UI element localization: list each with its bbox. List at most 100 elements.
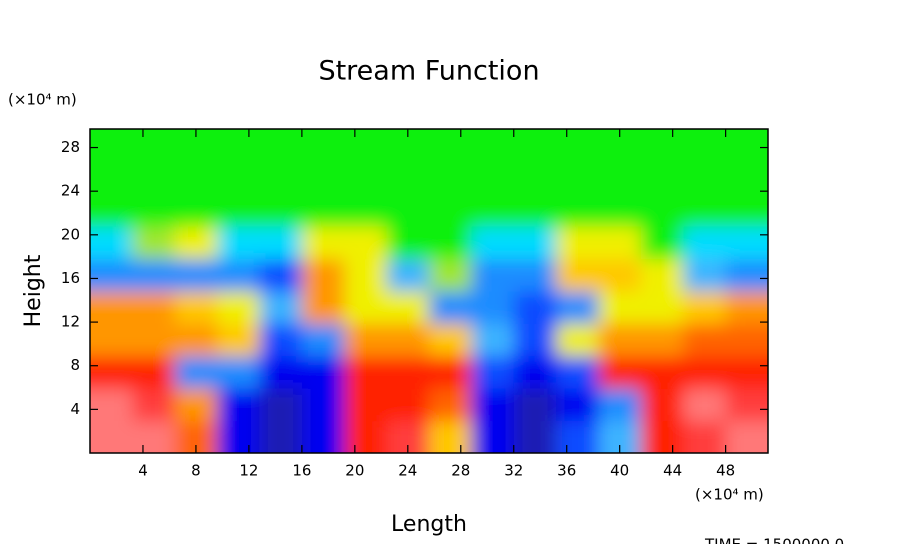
contour-cell: [640, 161, 684, 195]
contour-cell: [301, 420, 345, 453]
contour-cell: [640, 258, 684, 292]
contour-cell: [344, 161, 388, 195]
contour-cell: [513, 388, 557, 422]
contour-cell: [174, 161, 218, 195]
cells: [90, 129, 768, 453]
contour-cell: [217, 258, 260, 292]
y-tick-label: 8: [70, 356, 80, 374]
contour-cell: [471, 355, 515, 389]
contour-cell: [259, 291, 303, 324]
contour-cell: [598, 355, 642, 389]
contour-cell: [429, 193, 472, 227]
contour-cell: [556, 193, 599, 227]
contour-cell: [386, 388, 430, 422]
contour-cell: [217, 323, 260, 357]
contour-cell: [556, 226, 599, 260]
contour-cell: [513, 226, 557, 260]
contour-cell: [429, 226, 472, 260]
contour-cell: [259, 323, 303, 357]
y-tick-label: 20: [61, 225, 80, 243]
contour-cell: [259, 226, 303, 260]
y-tick-label: 12: [61, 313, 80, 331]
contour-cell: [386, 193, 430, 227]
contour-cell: [429, 420, 472, 453]
contour-cell: [386, 161, 430, 195]
contour-cell: [344, 193, 388, 227]
y-tick-label: 4: [70, 400, 80, 418]
contour-cell: [429, 129, 472, 162]
contour-cell: [132, 193, 176, 227]
contour-cell: [513, 161, 557, 195]
contour-cell: [429, 161, 472, 195]
contour-cell: [725, 388, 768, 422]
contour-cell: [90, 291, 133, 324]
contour-cell: [471, 129, 515, 162]
contour-cell: [174, 193, 218, 227]
contour-cell: [259, 355, 303, 389]
contour-cell: [90, 129, 133, 162]
contour-cell: [725, 258, 768, 292]
contour-cell: [513, 258, 557, 292]
contour-cell: [132, 161, 176, 195]
y-tick-label: 28: [61, 138, 80, 156]
x-unit: (×10⁴ m): [695, 486, 764, 504]
contour-cell: [640, 291, 684, 324]
contour-cell: [386, 226, 430, 260]
x-tick-label: 8: [191, 462, 201, 480]
contour-cell: [683, 161, 727, 195]
x-tick-label: 28: [451, 462, 470, 480]
contour-cell: [471, 420, 515, 453]
contour-cell: [344, 291, 388, 324]
contour-cell: [725, 355, 768, 389]
y-axis-label: Height: [21, 254, 46, 327]
contour-cell: [556, 323, 599, 357]
contour-cell: [259, 258, 303, 292]
y-tick-label: 16: [61, 269, 80, 287]
contour-cell: [640, 420, 684, 453]
contour-cell: [132, 388, 176, 422]
contour-cell: [598, 226, 642, 260]
contour-cell: [301, 291, 345, 324]
contour-cell: [598, 258, 642, 292]
x-tick-label: 24: [398, 462, 417, 480]
contour-cell: [174, 258, 218, 292]
contour-cell: [556, 420, 599, 453]
contour-cell: [640, 323, 684, 357]
contour-cell: [556, 161, 599, 195]
contour-cell: [556, 388, 599, 422]
contour-cell: [640, 129, 684, 162]
contour-cell: [725, 291, 768, 324]
contour-cell: [259, 161, 303, 195]
contour-cell: [725, 420, 768, 453]
x-tick-label: 36: [557, 462, 576, 480]
contour-cell: [556, 291, 599, 324]
contour-cell: [725, 323, 768, 357]
contour-cell: [217, 388, 260, 422]
contour-cell: [90, 226, 133, 260]
contour-cell: [217, 129, 260, 162]
contour-cell: [513, 193, 557, 227]
contour-cell: [556, 129, 599, 162]
contour-cell: [683, 420, 727, 453]
contour-cell: [471, 193, 515, 227]
contour-cell: [90, 161, 133, 195]
time-annotation: TIME = 1500000.0: [704, 536, 844, 544]
contour-cell: [301, 161, 345, 195]
contour-cell: [217, 193, 260, 227]
contour-cell: [598, 161, 642, 195]
contour-cell: [556, 355, 599, 389]
contour-cell: [217, 291, 260, 324]
contour-cell: [471, 226, 515, 260]
contour-cell: [301, 355, 345, 389]
contour-cell: [513, 420, 557, 453]
contour-cell: [429, 388, 472, 422]
contour-cell: [683, 129, 727, 162]
contour-cell: [217, 226, 260, 260]
x-tick-label: 32: [504, 462, 523, 480]
x-tick-label: 44: [663, 462, 682, 480]
x-axis-label: Length: [391, 512, 467, 537]
contour-cell: [132, 258, 176, 292]
contour-cell: [429, 291, 472, 324]
contour-cell: [471, 258, 515, 292]
